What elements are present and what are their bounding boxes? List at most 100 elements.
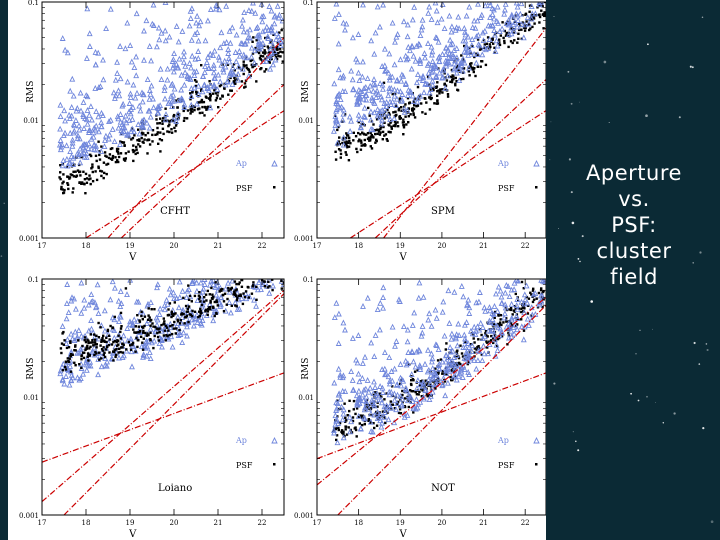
ap-point bbox=[421, 50, 428, 56]
psf-point bbox=[372, 422, 375, 425]
ap-point bbox=[66, 381, 73, 388]
ap-point bbox=[442, 57, 449, 64]
psf-point bbox=[193, 79, 197, 82]
psf-point bbox=[493, 316, 496, 319]
ap-point bbox=[455, 365, 462, 372]
ap-point bbox=[469, 36, 476, 42]
psf-point bbox=[88, 174, 91, 177]
ap-point bbox=[398, 402, 405, 409]
ap-point bbox=[392, 342, 398, 349]
ap-point bbox=[353, 91, 360, 98]
ap-point bbox=[194, 318, 201, 325]
ap-point bbox=[436, 360, 443, 367]
ap-point bbox=[456, 370, 463, 377]
psf-point bbox=[419, 380, 423, 384]
psf-point bbox=[501, 21, 504, 24]
psf-point bbox=[85, 177, 89, 180]
psf-point bbox=[498, 38, 501, 41]
psf-point bbox=[130, 138, 133, 141]
psf-point bbox=[450, 80, 454, 84]
ap-point bbox=[92, 126, 99, 133]
psf-point bbox=[468, 74, 471, 77]
psf-point bbox=[204, 95, 208, 98]
plot-frame bbox=[41, 278, 285, 516]
psf-point bbox=[418, 384, 422, 387]
ap-point bbox=[489, 22, 496, 28]
ap-point bbox=[256, 45, 263, 52]
psf-point bbox=[516, 41, 519, 44]
ap-point bbox=[129, 363, 135, 370]
psf-point bbox=[162, 322, 165, 325]
ap-point bbox=[384, 403, 391, 410]
y-tick-label: 0.1 bbox=[303, 0, 314, 7]
ap-point bbox=[140, 91, 147, 98]
ap-point bbox=[354, 359, 361, 366]
ap-point bbox=[83, 54, 90, 61]
psf-point bbox=[117, 152, 120, 155]
psf-point bbox=[234, 304, 237, 307]
psf-point bbox=[86, 355, 89, 358]
psf-point bbox=[240, 80, 244, 83]
ap-point bbox=[74, 132, 81, 139]
ap-point bbox=[332, 112, 339, 119]
ap-point bbox=[57, 125, 64, 132]
ap-point bbox=[429, 365, 436, 371]
ap-point bbox=[466, 3, 473, 10]
ap-point bbox=[117, 303, 124, 310]
ap-point bbox=[474, 357, 481, 364]
ap-point bbox=[529, 10, 536, 17]
psf-point bbox=[182, 313, 185, 316]
psf-point bbox=[281, 51, 284, 54]
psf-point bbox=[388, 113, 391, 116]
psf-point bbox=[176, 106, 179, 109]
ap-point bbox=[107, 5, 114, 12]
ap-point bbox=[188, 36, 195, 43]
psf-point bbox=[152, 346, 155, 350]
ap-point bbox=[111, 327, 118, 334]
ap-point bbox=[186, 22, 193, 29]
ap-point bbox=[253, 302, 260, 309]
psf-point bbox=[170, 332, 174, 336]
psf-point bbox=[499, 34, 502, 37]
psf-point bbox=[140, 136, 143, 140]
ap-point bbox=[378, 120, 385, 127]
ap-point bbox=[103, 25, 110, 32]
ap-point bbox=[156, 340, 163, 347]
psf-point bbox=[208, 93, 212, 96]
psf-point bbox=[59, 177, 62, 181]
psf-point bbox=[141, 318, 144, 321]
ap-point bbox=[93, 108, 100, 115]
ap-point bbox=[472, 327, 479, 334]
ap-point bbox=[513, 313, 520, 320]
star bbox=[581, 235, 584, 238]
ap-point bbox=[143, 320, 150, 327]
psf-point bbox=[478, 48, 482, 51]
psf-point bbox=[184, 316, 188, 319]
psf-point bbox=[454, 76, 457, 80]
ap-point bbox=[156, 104, 163, 111]
psf-point bbox=[517, 307, 521, 310]
ap-point bbox=[267, 52, 274, 59]
ap-point bbox=[340, 406, 347, 413]
psf-point bbox=[377, 128, 381, 132]
ap-point bbox=[114, 58, 121, 65]
psf-point bbox=[227, 286, 230, 290]
psf-point bbox=[264, 36, 267, 40]
ap-point bbox=[180, 58, 187, 65]
ap-point bbox=[359, 359, 366, 366]
star bbox=[577, 258, 580, 260]
ap-point bbox=[63, 142, 70, 149]
psf-point bbox=[136, 139, 139, 142]
psf-point bbox=[344, 428, 347, 431]
ap-point bbox=[151, 337, 158, 344]
y-tick-label: 0.01 bbox=[23, 394, 39, 402]
psf-point bbox=[143, 324, 146, 328]
ap-point bbox=[429, 81, 436, 88]
psf-point bbox=[59, 164, 62, 167]
psf-point bbox=[70, 353, 73, 356]
psf-point bbox=[147, 138, 151, 142]
psf-point bbox=[387, 130, 390, 134]
ap-point bbox=[107, 296, 114, 303]
psf-point bbox=[369, 137, 372, 140]
ap-point bbox=[386, 380, 393, 387]
